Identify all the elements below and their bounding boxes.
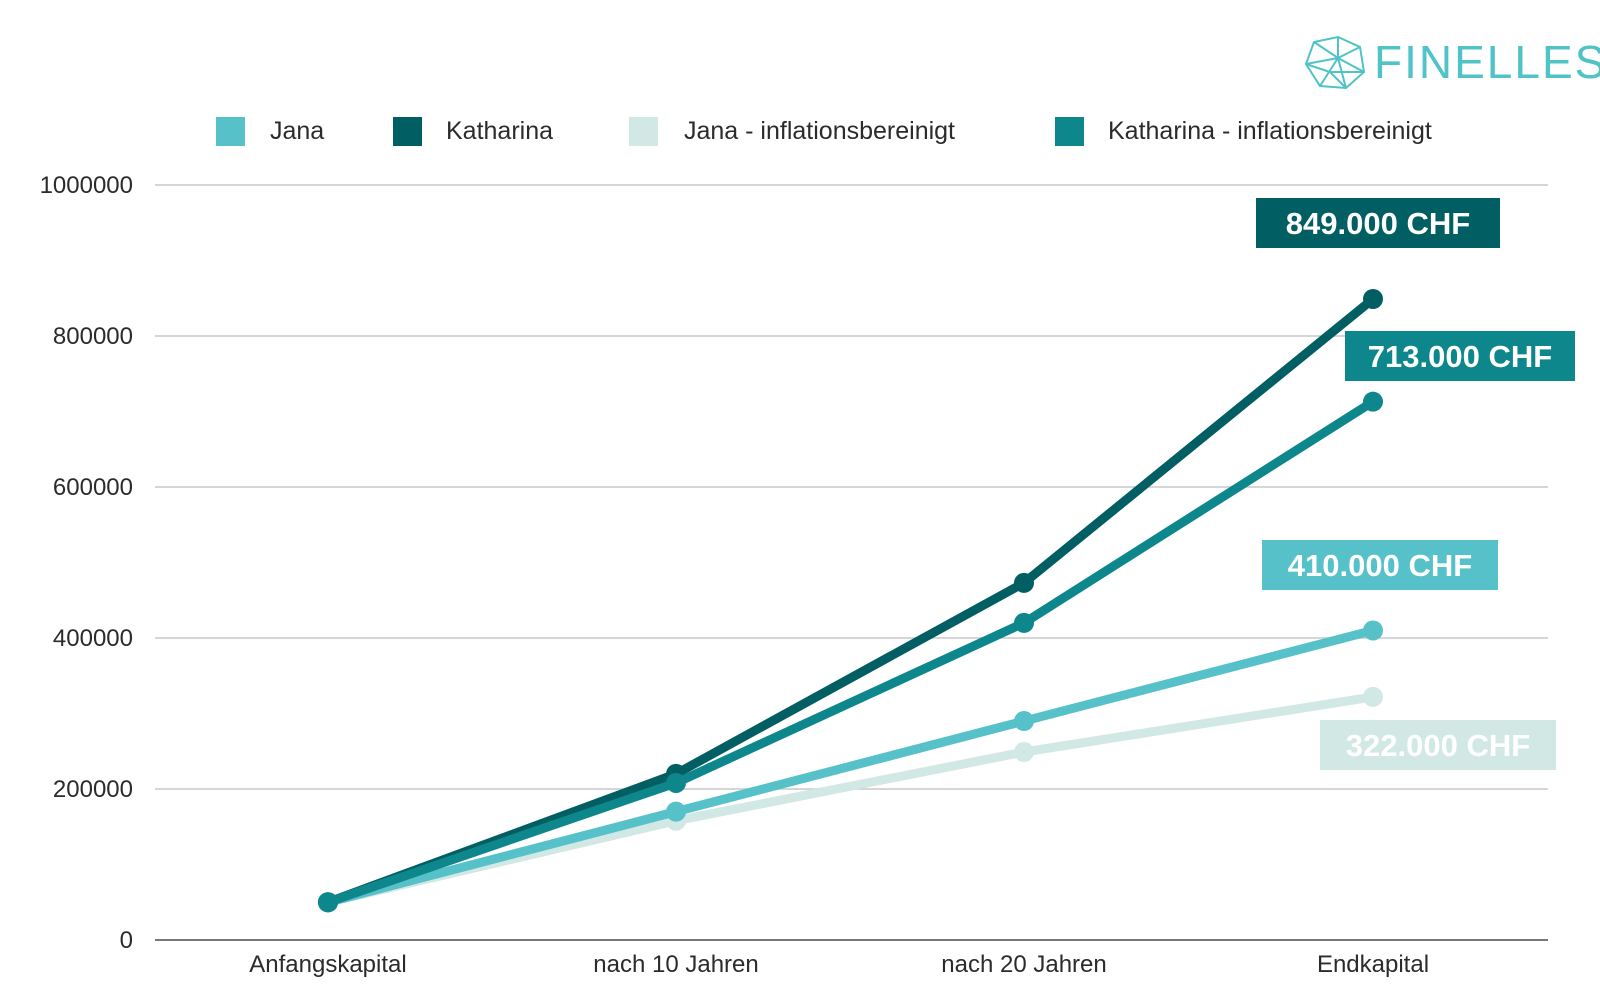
series-katharina (318, 289, 1383, 913)
x-tick-label: nach 20 Jahren (941, 951, 1106, 978)
callouts: 849.000 CHF 713.000 CHF 410.000 CHF 322.000… (1256, 198, 1575, 770)
series-line (323, 397, 1378, 907)
y-tick-label: 1000000 (40, 172, 133, 199)
legend-label-katharina-inflation: Katharina - inflationsbereinigt (1108, 117, 1432, 145)
value-callout: 410.000 CHF (1262, 540, 1498, 590)
series-line (323, 625, 1378, 907)
legend-swatch-katharina (393, 117, 422, 146)
data-point (318, 892, 338, 913)
y-tick-label: 600000 (53, 474, 133, 501)
y-tick-label: 400000 (53, 625, 133, 652)
callout-label: 322.000 CHF (1346, 728, 1530, 763)
legend-swatch-katharina-inflation (1055, 117, 1084, 146)
legend-label-jana: Jana (270, 117, 324, 145)
brand-logo: FINELLES (1304, 35, 1600, 90)
callout-label: 410.000 CHF (1288, 548, 1472, 583)
data-point (1363, 686, 1383, 707)
legend: Jana Katharina Jana - inflationsbereinig… (216, 117, 1432, 146)
series-jana-inflationsbereinigt (318, 686, 1383, 913)
data-point (1363, 391, 1383, 412)
legend-label-katharina: Katharina (446, 117, 553, 145)
legend-swatch-jana-inflation (629, 117, 658, 146)
callout-label: 849.000 CHF (1286, 206, 1470, 241)
x-axis: Anfangskapital nach 10 Jahren nach 20 Jahr… (249, 951, 1429, 978)
data-point (1363, 620, 1383, 641)
y-tick-label: 0 (120, 927, 133, 954)
series-katharina-inflationsbereinigt (318, 391, 1383, 913)
data-point (1363, 289, 1383, 310)
data-point (666, 801, 686, 822)
x-tick-label: Endkapital (1317, 951, 1429, 978)
callout-box (1320, 720, 1556, 770)
data-point (1014, 711, 1034, 732)
callout-box (1256, 198, 1500, 248)
series-group (318, 289, 1383, 913)
geodesic-polyhedron-icon (1304, 35, 1366, 90)
callout-box (1345, 331, 1575, 381)
x-tick-label: Anfangskapital (249, 951, 406, 978)
data-point (1014, 742, 1034, 763)
series-line (323, 294, 1378, 907)
legend-swatch-jana (216, 117, 245, 146)
x-tick-label: nach 10 Jahren (593, 951, 758, 978)
y-tick-label: 800000 (53, 323, 133, 350)
y-axis: 0 200000 400000 600000 800000 1000000 (40, 172, 133, 954)
data-point (1014, 612, 1034, 633)
value-callout: 713.000 CHF (1345, 331, 1575, 381)
y-tick-label: 200000 (53, 776, 133, 803)
value-callout: 322.000 CHF (1320, 720, 1556, 770)
data-point (666, 772, 686, 793)
callout-label: 713.000 CHF (1368, 339, 1552, 374)
series-line (323, 692, 1378, 907)
brand-name: FINELLES (1374, 36, 1600, 88)
legend-label-jana-inflation: Jana - inflationsbereinigt (684, 117, 955, 145)
data-point (1014, 572, 1034, 593)
value-callout: 849.000 CHF (1256, 198, 1500, 248)
callout-box (1262, 540, 1498, 590)
